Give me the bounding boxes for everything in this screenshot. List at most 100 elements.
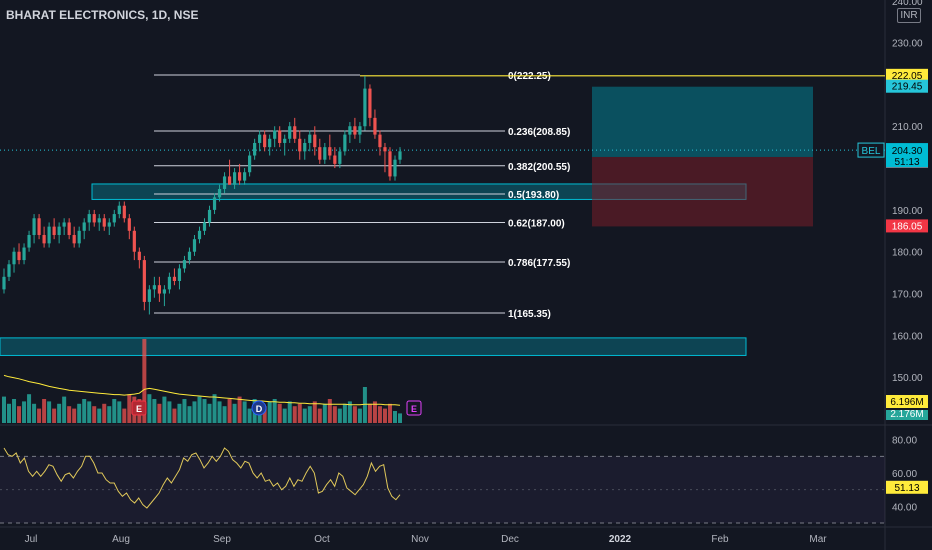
time-axis-label: 2022 [609,534,632,545]
volume-bar [398,413,402,423]
volume-bar [317,408,322,423]
volume-bar [347,401,352,423]
candle-body [303,142,307,152]
volume-bar [47,401,52,423]
rsi-tick-label: 40.00 [892,502,917,513]
volume-bar [247,408,252,423]
volume-bar [152,399,157,423]
volume-bar [17,406,22,423]
candle-body [122,205,126,219]
symbol-tag-bg [857,142,885,158]
candle-body [12,251,16,265]
candle-body [67,222,71,235]
candle-body [358,126,362,135]
volume-bar [337,408,342,423]
event-label: E [411,404,417,414]
candle-body [7,264,11,277]
volume-bar [32,403,37,423]
fib-level-label: 0(222.25) [508,71,551,82]
volume-bar [107,406,112,423]
candle-body [353,126,357,135]
badge-text: 219.45 [892,82,923,93]
volume-bar [267,401,272,423]
price-tick-label: 190.00 [892,206,923,217]
volume-ma-badge: 2.176M [886,409,928,420]
volume-bar [292,406,297,423]
rsi-band [0,456,885,523]
volume-bar [357,408,362,423]
volume-bar [122,408,127,423]
candle-body [47,226,51,244]
volume-bar [142,339,147,423]
candle-body [298,138,302,152]
time-axis-label: Aug [112,534,130,545]
volume-bar [187,406,192,423]
candle-body [152,285,156,290]
candle-body [187,251,192,261]
rsi-value-badge: 51.13 [886,480,928,494]
volume-bar [42,399,47,423]
volume-bar [352,406,357,423]
candle-body [137,251,141,261]
volume-bar [87,401,92,423]
last-price-value: 204.30 [892,146,923,157]
time-axis-label: Dec [501,534,519,545]
candle-body [343,134,347,152]
candle-body [248,155,252,173]
candle-body [52,226,56,235]
volume-bar [102,403,107,423]
event-icon [406,400,422,416]
candle-body [42,234,46,244]
volume-bar [242,401,247,423]
badge-bg [886,410,928,420]
badge-text: 51.13 [894,483,919,494]
event-marker-earnings[interactable]: E [131,400,147,416]
volume-bar [307,406,312,423]
candle-body [308,134,312,143]
time-axis-label: Mar [809,534,827,545]
price-tick-label: 240.00 [892,0,923,8]
event-icon [251,400,267,416]
badge-text: 6.196M [890,397,923,408]
event-marker-upcoming-earnings[interactable]: E [406,400,422,416]
volume-bar [387,403,392,423]
badge-bg [886,219,928,233]
volume-bar [37,408,42,423]
volume-bar [227,399,232,423]
candle-body [2,276,6,290]
volume-bar [322,403,327,423]
badge-text: 186.05 [892,221,923,232]
price-badge-stop: 186.05 [886,219,928,233]
symbol-tag: BEL [862,146,881,157]
volume-bar [392,411,397,423]
volume-bar [312,401,317,423]
price-tick-label: 160.00 [892,331,923,342]
candle-body [348,126,352,135]
candle-body [333,155,337,164]
candle-body [368,88,372,118]
volume-bar [332,406,337,423]
time-axis-label: Oct [314,534,330,545]
volume-bar [117,401,122,423]
fib-level-label: 0.382(200.55) [508,162,570,173]
currency-badge[interactable]: INR [897,8,921,23]
candle-body [283,138,287,143]
candle-body [393,159,397,177]
fib-level-label: 0.62(187.00) [508,218,565,229]
volume-bar [52,408,57,423]
time-axis-label: Sep [213,534,231,545]
rsi-tick-label: 60.00 [892,469,917,480]
volume-bar [157,403,162,423]
event-marker-dividend[interactable]: D [251,400,267,416]
candle-body [268,138,272,148]
candle-body [263,134,267,148]
candle-body [102,218,106,227]
candle-body [388,151,392,177]
candle-body [162,289,167,294]
candle-body [197,230,202,240]
candle-body [177,268,182,282]
candle-body [127,218,131,231]
candle-body [328,147,332,156]
candle-body [92,214,96,223]
